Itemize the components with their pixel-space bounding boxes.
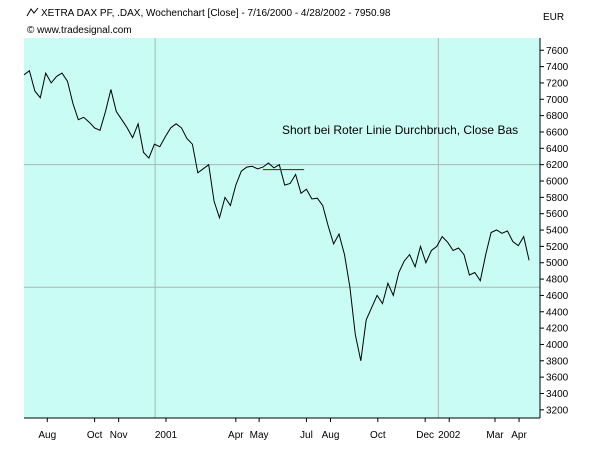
y-tick-label: 6000	[546, 177, 569, 188]
x-tick-label: May	[250, 430, 269, 441]
y-tick-label: 6200	[546, 160, 569, 171]
y-tick-label: 6600	[546, 127, 569, 138]
currency-label: EUR	[543, 12, 564, 23]
y-tick-label: 4800	[546, 275, 569, 286]
chart-title: XETRA DAX PF, .DAX, Wochenchart [Close] …	[26, 7, 391, 19]
y-axis: 3200 3400 3600 3800 4000 4200 4400 4600 4800 5000…	[539, 38, 569, 418]
y-tick-label: 5000	[546, 258, 569, 269]
x-tick-label: Dec	[416, 430, 434, 441]
y-tick-label: 3400	[546, 389, 569, 400]
plot-area	[24, 38, 540, 418]
y-tick-label: 6800	[546, 111, 569, 122]
y-tick-label: 7400	[546, 62, 569, 73]
y-tick-label: 5200	[546, 242, 569, 253]
chart-title-text: XETRA DAX PF, .DAX, Wochenchart [Close] …	[41, 8, 391, 19]
x-tick-label: 2002	[438, 430, 461, 441]
x-tick-label: Jul	[300, 430, 313, 441]
y-tick-label: 3600	[546, 373, 569, 384]
y-tick-label: 5400	[546, 226, 569, 237]
x-tick-label: Aug	[38, 430, 56, 441]
y-tick-label: 3800	[546, 356, 569, 367]
x-axis: Aug Oct Nov 2001 Apr May Jul Aug Oct Dec 2002 Mar Ap…	[24, 417, 540, 441]
x-tick-label: Nov	[110, 430, 128, 441]
y-tick-label: 5600	[546, 209, 569, 220]
y-tick-label: 7000	[546, 95, 569, 106]
y-tick-label: 4600	[546, 291, 569, 302]
x-tick-label: Oct	[87, 430, 103, 441]
y-tick-label: 5800	[546, 193, 569, 204]
y-tick-label: 3200	[546, 405, 569, 416]
grid-layer	[24, 38, 540, 418]
x-tick-label: Mar	[486, 430, 504, 441]
chart-credit: © www.tradesignal.com	[27, 25, 132, 36]
y-tick-label: 4200	[546, 324, 569, 335]
chart-annotation: Short bei Roter Linie Durchbruch, Close …	[282, 123, 518, 137]
y-tick-label: 7600	[546, 46, 569, 57]
y-tick-label: 4000	[546, 340, 569, 351]
x-tick-label: Aug	[322, 430, 340, 441]
series-line	[23, 69, 530, 361]
y-tick-label: 7200	[546, 78, 569, 89]
x-tick-label: Apr	[511, 430, 527, 441]
x-tick-label: Oct	[370, 430, 386, 441]
x-tick-label: 2001	[155, 430, 178, 441]
y-tick-label: 4400	[546, 307, 569, 318]
y-tick-label: 6400	[546, 144, 569, 155]
x-tick-label: Apr	[228, 430, 244, 441]
line-chart-icon	[26, 7, 39, 17]
